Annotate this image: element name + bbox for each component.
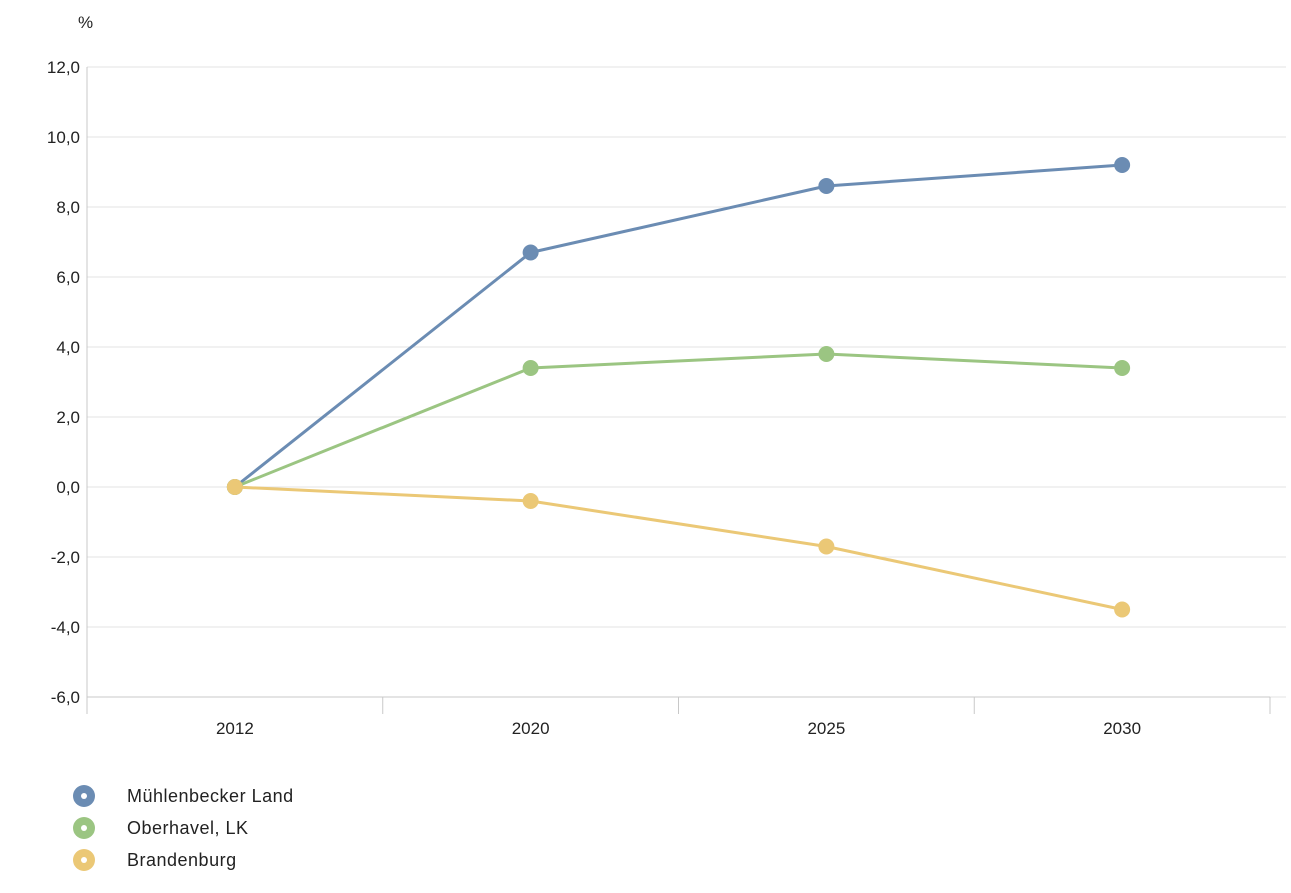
data-point[interactable] <box>818 178 835 194</box>
y-tick-label: 4,0 <box>56 338 80 357</box>
series-line <box>234 485 1123 611</box>
series-2 <box>226 479 1131 618</box>
data-point[interactable] <box>522 493 539 509</box>
x-tick-label: 2025 <box>807 719 845 738</box>
y-tick-label: -4,0 <box>51 618 80 637</box>
series-group <box>226 157 1131 618</box>
y-tick-label: 2,0 <box>56 408 80 427</box>
series-1 <box>226 346 1131 495</box>
data-point[interactable] <box>1114 157 1131 173</box>
data-point[interactable] <box>1114 601 1131 618</box>
legend-marker-icon <box>73 817 95 839</box>
legend-item-brandenburg[interactable]: Brandenburg <box>73 844 294 876</box>
data-point[interactable] <box>818 538 835 555</box>
x-tick-label: 2030 <box>1103 719 1141 738</box>
data-point[interactable] <box>1114 360 1131 376</box>
axes <box>86 67 1271 714</box>
x-axis-tick-labels: 2012 2020 2025 2030 <box>216 719 1141 738</box>
legend: Mühlenbecker Land Oberhavel, LK Brandenb… <box>73 780 294 876</box>
legend-item-muehlenbecker-land[interactable]: Mühlenbecker Land <box>73 780 294 812</box>
y-axis-unit-label: % <box>78 13 93 32</box>
y-tick-label: -2,0 <box>51 548 80 567</box>
legend-label: Brandenburg <box>127 849 237 870</box>
data-point[interactable] <box>818 346 835 362</box>
data-point[interactable] <box>522 244 539 261</box>
data-point[interactable] <box>226 479 243 495</box>
y-tick-label: 12,0 <box>47 58 80 77</box>
series-line <box>233 163 1123 489</box>
legend-marker-icon <box>73 785 95 807</box>
legend-label: Oberhavel, LK <box>127 817 249 838</box>
legend-label: Mühlenbecker Land <box>127 785 294 806</box>
data-point[interactable] <box>522 360 539 376</box>
x-tick-label: 2012 <box>216 719 254 738</box>
legend-item-oberhavel-lk[interactable]: Oberhavel, LK <box>73 812 294 844</box>
y-tick-label: -6,0 <box>51 688 80 707</box>
legend-marker-icon <box>73 849 95 871</box>
y-tick-label: 8,0 <box>56 198 80 217</box>
x-tick-label: 2020 <box>512 719 550 738</box>
y-tick-label: 6,0 <box>56 268 80 287</box>
series-line <box>234 352 1123 489</box>
y-tick-label: 0,0 <box>56 478 80 497</box>
y-tick-label: 10,0 <box>47 128 80 147</box>
series-0 <box>226 157 1131 495</box>
y-axis-tick-labels: 12,0 10,0 8,0 6,0 4,0 2,0 0,0 -2,0 -4,0 -6,0 <box>47 58 80 707</box>
grid-lines <box>87 66 1286 698</box>
